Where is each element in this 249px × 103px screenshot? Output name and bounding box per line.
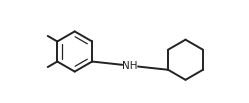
Text: NH: NH: [122, 61, 138, 71]
